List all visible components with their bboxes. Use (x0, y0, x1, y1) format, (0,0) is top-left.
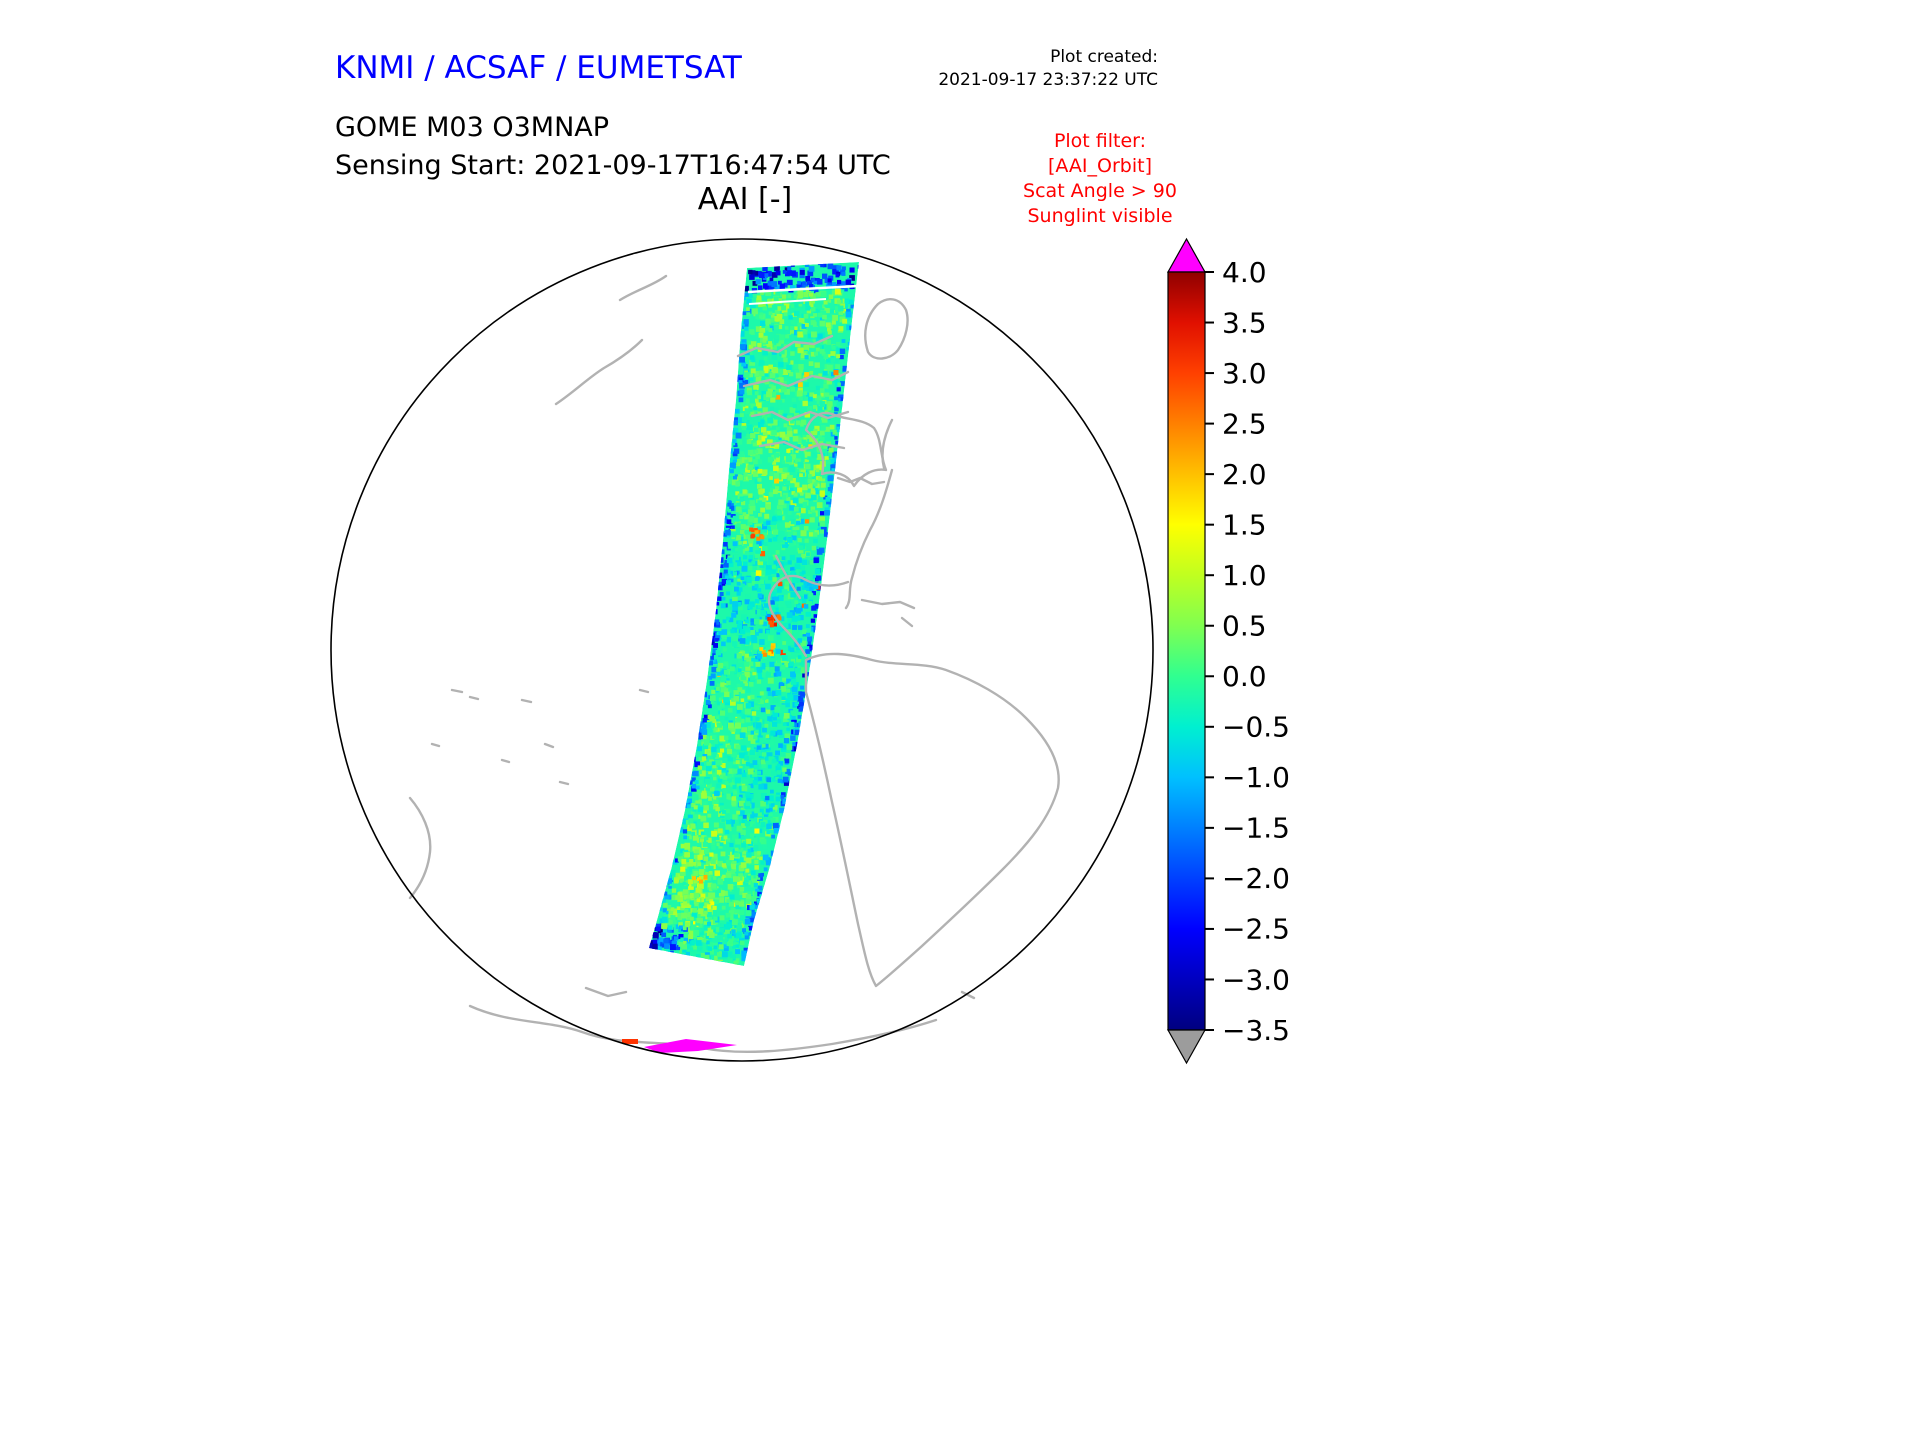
colorbar-tick-label: 0.0 (1222, 660, 1267, 693)
plot-filter-orbit: [AAI_Orbit] (1047, 155, 1152, 177)
coastline-path (468, 695, 480, 701)
agency-title: KNMI / ACSAF / EUMETSAT (335, 50, 742, 86)
coastline-path (836, 476, 886, 486)
coastline-path (767, 574, 850, 658)
colorbar-tick-label: −2.5 (1222, 913, 1290, 946)
colorbar-tick-label: −3.0 (1222, 963, 1290, 996)
colorbar-tick-label: 1.0 (1222, 559, 1267, 592)
coastline-path (638, 688, 650, 694)
coastline-path (500, 758, 511, 764)
colorbar-over-arrow (1166, 237, 1207, 273)
colorbar-tick-label: 3.5 (1222, 306, 1267, 339)
colorbar-tick-label: −0.5 (1222, 711, 1290, 744)
coastline-path (960, 990, 976, 1000)
plot-created-value: 2021-09-17 23:37:22 UTC (938, 70, 1158, 90)
coastline-path (804, 652, 1060, 988)
instrument-line: GOME M03 O3MNAP (335, 112, 610, 143)
colorbar-tick-label: 2.0 (1222, 458, 1267, 491)
coastline-path (742, 370, 850, 388)
coastline-path (864, 298, 909, 360)
plot-created-label: Plot created: (1050, 47, 1158, 67)
plot-created-block: Plot created: 2021-09-17 23:37:22 UTC (860, 46, 1158, 92)
sensing-start-line: Sensing Start: 2021-09-17T16:47:54 UTC (335, 150, 891, 181)
coastline-path (736, 334, 834, 358)
satellite-swath (649, 262, 859, 966)
coastline-path (774, 554, 802, 600)
plot-filter-sunglint: Sunglint visible (1027, 205, 1173, 227)
coastline-path (844, 468, 894, 610)
coastline-path (430, 742, 441, 748)
coastline-path (408, 796, 432, 900)
colorbar-ticks: 4.0 3.5 3.0 2.5 2.0 1.5 1.0 0.5 0.0 −0.5 −1.0 −1.5 −… (1205, 256, 1290, 1047)
plot-filter-scat-angle: Scat Angle > 90 (1023, 180, 1177, 202)
coastline-path (618, 274, 668, 302)
colorbar-body (1167, 271, 1206, 1031)
coastline-path (750, 410, 850, 422)
coastline-path (881, 418, 894, 470)
south-pole-swath-sliver (622, 1039, 737, 1053)
colorbar-tick-label: 3.0 (1222, 357, 1267, 390)
coastline-path (554, 338, 644, 406)
coastline-path (584, 986, 628, 998)
coastline-path (450, 688, 464, 694)
globe-outline (330, 238, 1154, 1062)
colorbar-tick-label: 1.5 (1222, 508, 1267, 541)
coastline-path (860, 598, 916, 610)
plot-filter-block: Plot filter: [AAI_Orbit] Scat Angle > 90… (950, 129, 1250, 229)
colorbar-tick-label: 0.5 (1222, 610, 1267, 643)
plot-filter-title: Plot filter: (1053, 130, 1147, 152)
coastline-path (758, 440, 846, 452)
colorbar-tick-label: 2.5 (1222, 407, 1267, 440)
scan-gap-lines (747, 284, 859, 305)
coastline-path (804, 411, 888, 488)
coastline-path (543, 742, 555, 749)
plot-title: AAI [-] (697, 182, 793, 217)
coastline-path (558, 780, 570, 786)
colorbar-under-arrow (1166, 1029, 1207, 1065)
colorbar-tick-label: −1.0 (1222, 761, 1290, 794)
colorbar-tick-label: −3.5 (1222, 1014, 1290, 1047)
colorbar-tick-label: −2.0 (1222, 862, 1290, 895)
coastline-path (900, 616, 914, 628)
coastline-path (520, 698, 533, 704)
colorbar-tick-label: −1.5 (1222, 812, 1290, 845)
colorbar-tick-label: 4.0 (1222, 256, 1267, 289)
colorbar: 4.0 3.5 3.0 2.5 2.0 1.5 1.0 0.5 0.0 −0.5 −1.0 −1.5 −… (1166, 237, 1290, 1065)
